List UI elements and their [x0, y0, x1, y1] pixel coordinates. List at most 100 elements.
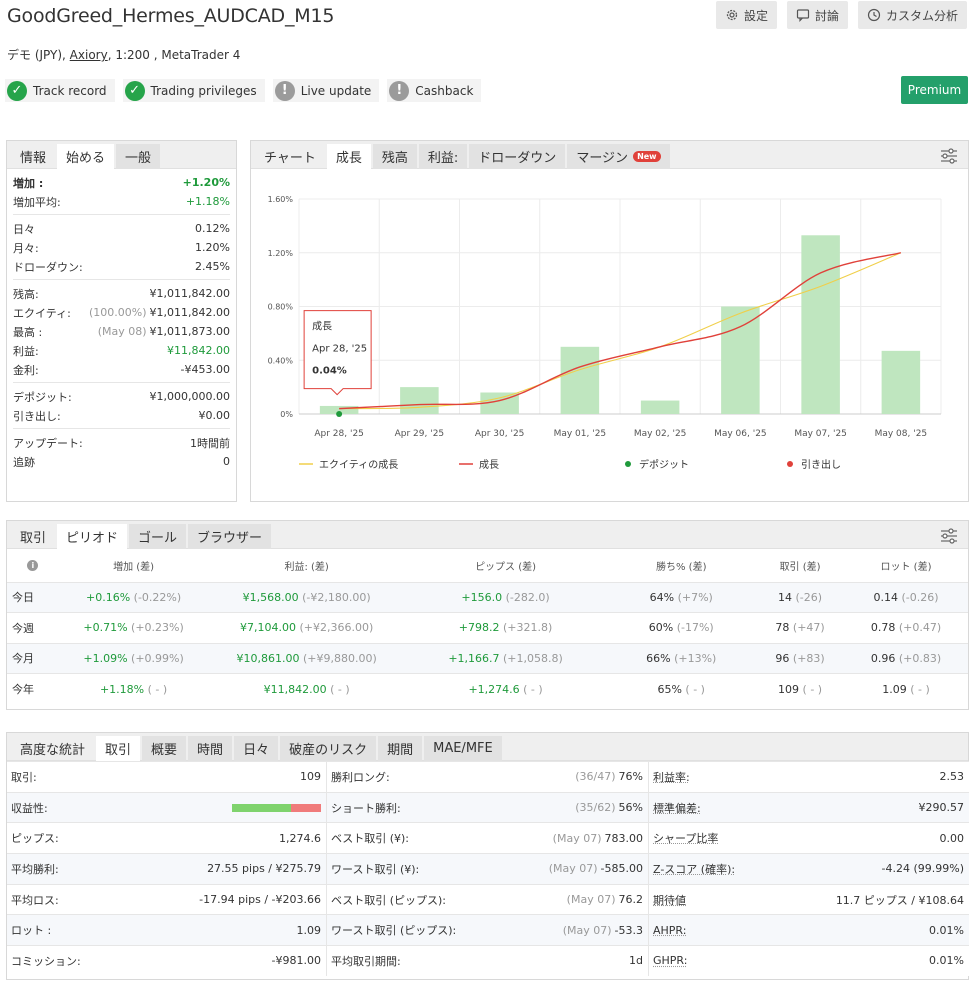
table-cell: 64% (+7%) — [606, 581, 757, 613]
stat-label: 利益率: — [653, 770, 690, 784]
bar — [560, 346, 600, 414]
broker-link[interactable]: Axiory — [69, 48, 108, 62]
cell-diff: (+¥9,880.00) — [302, 651, 377, 665]
stat-label: ベスト取引 (ピップス): — [331, 893, 447, 907]
cell-value: 0.96 — [870, 651, 896, 665]
tab-3[interactable]: 利益: — [418, 144, 468, 169]
stat-value: ¥1,011,842.00 — [149, 306, 230, 319]
cell-value: 65% — [657, 682, 682, 696]
tab-0[interactable]: 情報 — [11, 144, 55, 169]
stat-value: 1.09 — [296, 923, 322, 937]
cell-value: 109 — [778, 682, 800, 696]
cell-diff: (+83) — [792, 651, 825, 665]
legend-item[interactable]: 成長 — [459, 459, 499, 471]
cell-value: +0.16% — [85, 590, 131, 604]
chart-settings-icon[interactable] — [940, 148, 958, 164]
tab-2[interactable]: 残高 — [372, 144, 417, 169]
stat-value: 0.12% — [195, 222, 230, 235]
stat-value: 109 — [300, 770, 321, 784]
stat-row: 増加 : +1.20% — [13, 173, 230, 192]
table-cell: +798.2 (+321.8) — [404, 612, 607, 643]
legend-label: エクイティの成長 — [319, 459, 398, 471]
tab-4[interactable]: 日々 — [234, 736, 279, 761]
clock-button[interactable]: カスタム分析 — [857, 1, 967, 29]
stat-label: GHPR: — [653, 954, 688, 968]
gear-icon — [725, 8, 739, 22]
column-header-label: 勝ち% (差) — [655, 561, 707, 573]
table-cell: +1.09% (+0.99%) — [58, 642, 209, 674]
tab-1[interactable]: 始める — [57, 144, 115, 169]
legend-item[interactable]: エクイティの成長 — [299, 459, 398, 471]
cell-value: +0.71% — [83, 621, 128, 635]
stat-label: 取引: — [11, 770, 37, 784]
stat-value: -¥981.00 — [271, 954, 321, 968]
info-column: i — [7, 549, 59, 582]
stat-value: +1.18% — [185, 195, 230, 208]
period-table: i 増加 (差) 利益: (差) ピップス (差) 勝ち% (差) 取引 (差) ロット (… — [7, 549, 968, 704]
stat-note: (May 07) — [548, 862, 598, 876]
cell-value: 96 — [775, 651, 790, 665]
stat-value-wrap: +1.18% — [186, 195, 230, 208]
column-header: 勝ち% (差) — [606, 549, 756, 582]
cell-value: +1.09% — [83, 651, 128, 665]
growth-chart[interactable]: 0% 0.40% 0.80% 1.20% 1.60% Apr 28, '25 Apr 29,… — [251, 171, 969, 501]
stat-value-wrap: (35/62) 56% — [575, 801, 643, 814]
tab-7[interactable]: MAE/MFE — [424, 736, 502, 761]
column-header: ピップス (差) — [405, 549, 607, 582]
tooltip-box — [303, 310, 372, 396]
tab-label: ドローダウン — [478, 151, 557, 166]
tab-0[interactable]: チャート — [255, 144, 325, 169]
stat-note: (May 07) — [552, 831, 602, 845]
gear-button[interactable]: 設定 — [715, 1, 777, 29]
tab-2[interactable]: 概要 — [142, 736, 187, 761]
tab-label: 時間 — [197, 743, 224, 758]
table-cell: 65% ( - ) — [606, 673, 757, 704]
stat-value-wrap: 0.00 — [940, 832, 965, 845]
tab-1[interactable]: ピリオド — [57, 524, 128, 549]
tab-1[interactable]: 取引 — [96, 736, 141, 761]
tab-4[interactable]: ドローダウン — [469, 144, 566, 169]
stat-value-wrap: 27.55 pips / ¥275.79 — [207, 862, 321, 875]
table-cell: ¥11,842.00 ( - ) — [208, 673, 405, 704]
tab-5[interactable]: 破産のリスク — [280, 736, 377, 761]
tab-label: 取引 — [105, 743, 132, 758]
info-icon[interactable]: i — [27, 559, 39, 571]
tab-5[interactable]: マージン New — [567, 144, 670, 169]
stat-note: (100.00%) — [88, 306, 147, 319]
stat-label: アップデート: — [13, 436, 83, 450]
page-title: GoodGreed_Hermes_AUDCAD_M15 — [7, 5, 335, 27]
column-header: 増加 (差) — [59, 549, 209, 582]
stat-value-wrap: 1時間前 — [190, 435, 230, 451]
stat-label: 期待値 — [653, 893, 686, 907]
legend-item[interactable]: 引き出し — [787, 458, 841, 471]
period-settings-icon[interactable] — [940, 528, 958, 544]
tab-3[interactable]: ブラウザー — [188, 524, 272, 549]
chat-icon — [796, 8, 810, 22]
deposit-point[interactable] — [336, 411, 343, 417]
chat-button[interactable]: 討論 — [786, 1, 848, 29]
stat-cell: ワースト取引 (¥): (May 07) -585.00 — [327, 853, 649, 884]
new-badge: New — [633, 151, 661, 162]
tab-2[interactable]: 一般 — [116, 144, 161, 169]
stat-row: 引き出し: ¥0.00 — [13, 406, 230, 425]
tab-0[interactable]: 取引 — [11, 524, 55, 549]
tab-3[interactable]: 時間 — [188, 736, 233, 761]
legend-label: デポジット — [639, 458, 689, 471]
premium-button[interactable]: Premium — [901, 76, 968, 104]
cell-diff: (+47) — [792, 621, 825, 635]
chart-tooltip: 成長 Apr 28, '25 0.04% — [303, 310, 372, 396]
legend-item[interactable]: デポジット — [625, 458, 689, 471]
stat-cell: シャープ比率 0.00 — [649, 822, 969, 854]
stat-value-wrap: ¥1,011,842.00 — [150, 287, 230, 300]
advanced-stats-panel: 高度な統計 取引 概要 時間 日々 破産のリスク 期間 MAE/MFE 取引: 109 勝利ロング… — [6, 732, 969, 980]
tab-0[interactable]: 高度な統計 — [11, 736, 94, 761]
clock-icon — [867, 8, 881, 22]
table-cell: +156.0 (-282.0) — [404, 581, 607, 613]
tab-2[interactable]: ゴール — [129, 524, 187, 549]
tab-1[interactable]: 成長 — [326, 144, 371, 169]
bar — [721, 306, 760, 414]
top-buttons: 設定 討論 カスタム分析 — [715, 1, 967, 29]
tab-6[interactable]: 期間 — [378, 736, 423, 761]
stat-value-wrap: (May 07) -585.00 — [549, 862, 643, 875]
stat-value-wrap: 2.45% — [195, 260, 230, 273]
